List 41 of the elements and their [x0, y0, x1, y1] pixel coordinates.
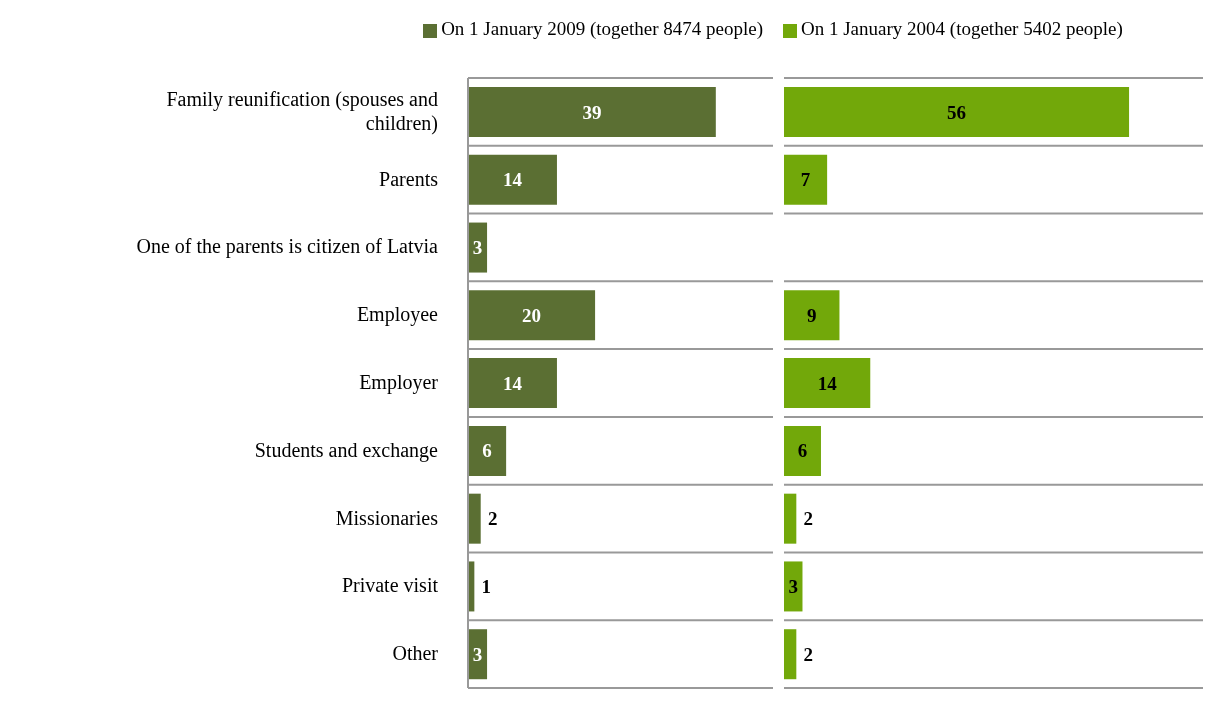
y-tick-label: Employee	[356, 303, 439, 327]
data-label: 7	[800, 169, 811, 191]
bar	[784, 154, 828, 205]
y-tick-label: Employer	[359, 371, 439, 394]
data-label: 2	[487, 508, 498, 530]
data-label: 14	[502, 372, 523, 394]
data-label: 9	[806, 304, 817, 326]
data-label: 3	[472, 643, 483, 665]
bar	[468, 154, 557, 205]
bar	[784, 87, 1130, 137]
y-tick-label: One of the parents is citizen of Latvia	[136, 235, 439, 259]
data-label: 2	[803, 643, 814, 665]
legend-label: On 1 January 2009 (together 8474 people)	[441, 18, 763, 39]
data-label: 6	[482, 440, 492, 462]
bar	[784, 629, 797, 680]
bar	[784, 425, 821, 476]
bar	[468, 290, 596, 341]
data-label: 2	[803, 508, 814, 530]
bar	[468, 87, 716, 137]
bar	[784, 290, 840, 341]
y-tick-label: Parents	[379, 167, 439, 190]
data-label: 1	[481, 575, 492, 597]
data-label: 14	[817, 372, 838, 394]
data-label: 3	[472, 237, 483, 259]
data-label: 39	[582, 101, 602, 123]
y-tick-label: Private visit	[341, 574, 439, 597]
y-tick-label: Students and exchange	[254, 438, 439, 462]
data-label: 14	[502, 169, 523, 191]
bar	[468, 493, 481, 544]
data-label: 20	[522, 304, 542, 326]
bar	[468, 358, 557, 409]
data-label: 6	[797, 440, 808, 462]
y-tick-label: Family reunification (spouses and children)	[166, 87, 438, 135]
data-label: 56	[947, 101, 967, 123]
bar	[784, 493, 797, 544]
data-label: 3	[788, 575, 798, 597]
y-tick-label: Missionaries	[335, 506, 439, 529]
legend-label: On 1 January 2004 (together 5402 people)	[801, 18, 1123, 39]
bar	[784, 358, 871, 409]
y-tick-label: Other	[392, 642, 439, 665]
bar	[468, 425, 507, 476]
